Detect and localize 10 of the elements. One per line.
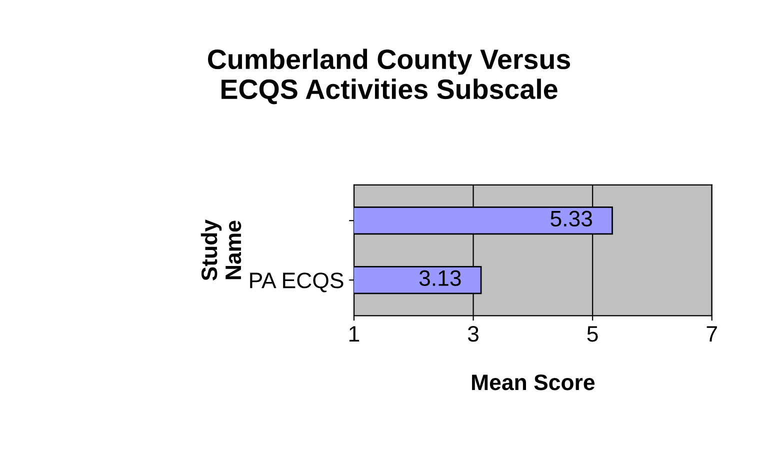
data-label: 5.33 xyxy=(550,210,592,227)
x-tick-label: 1 xyxy=(350,326,360,342)
y-axis-title: Study Name xyxy=(200,220,242,281)
x-tick-label: 3 xyxy=(468,326,478,342)
x-tick-label: 5 xyxy=(587,326,598,342)
data-label: 3.13 xyxy=(419,270,461,286)
x-tick-label: 7 xyxy=(706,326,717,342)
y-tick-label: PA ECQS xyxy=(250,272,344,292)
x-axis-title: Mean Score xyxy=(472,374,595,390)
chart-title: Cumberland County Versus ECQS Activities Subscale xyxy=(208,48,570,104)
